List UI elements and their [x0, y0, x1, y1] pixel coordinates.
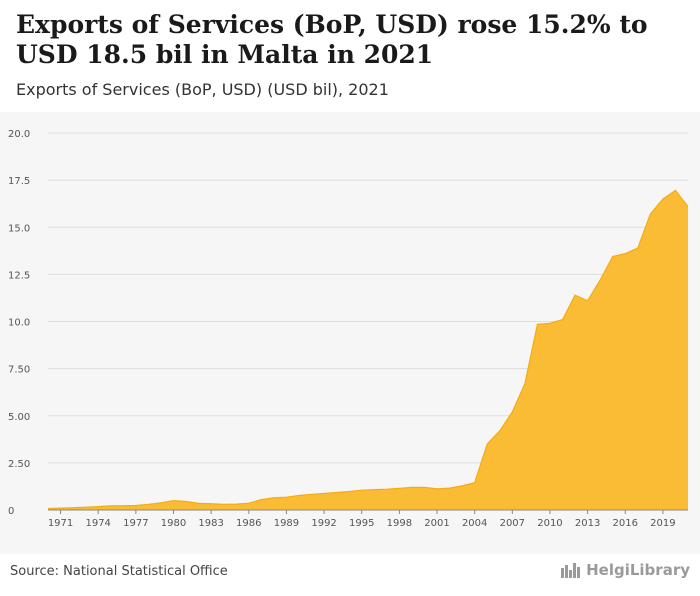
x-tick-label: 1980 [161, 518, 186, 529]
data-point [261, 499, 263, 501]
x-tick-label: 1983 [198, 518, 223, 529]
x-tick-label: 1974 [85, 518, 110, 529]
data-point [512, 411, 514, 413]
data-point [524, 383, 526, 385]
data-point [72, 507, 74, 509]
data-point [298, 495, 300, 497]
data-point [135, 505, 137, 507]
grid-lines [48, 132, 688, 464]
data-point [47, 508, 49, 510]
data-point [687, 206, 689, 208]
data-point [587, 300, 589, 302]
x-tick-label: 2010 [537, 518, 562, 529]
data-point [323, 493, 325, 495]
chart-header: Exports of Services (BoP, USD) rose 15.2… [0, 0, 700, 112]
data-point [311, 494, 313, 496]
data-point [436, 488, 438, 490]
x-tick-label: 1986 [236, 518, 261, 529]
series-area-group [47, 189, 689, 510]
data-point [474, 482, 476, 484]
x-tick-label: 1995 [349, 518, 374, 529]
y-tick-label: 15.0 [8, 223, 30, 234]
data-point [173, 500, 175, 502]
data-point [499, 430, 501, 432]
data-point [424, 487, 426, 489]
data-point [210, 503, 212, 505]
data-point [486, 443, 488, 445]
data-point [637, 247, 639, 249]
data-point [85, 506, 87, 508]
data-point [286, 496, 288, 498]
x-tick-label: 2004 [462, 518, 487, 529]
data-point [248, 502, 250, 504]
chart-title: Exports of Services (BoP, USD) rose 15.2… [16, 10, 648, 69]
logo-text: HelgiLibrary [586, 561, 690, 579]
data-point [122, 505, 124, 507]
source-note: Source: National Statistical Office [10, 564, 228, 579]
data-point [399, 488, 401, 490]
data-point [461, 485, 463, 487]
data-point [675, 190, 677, 192]
data-point [549, 323, 551, 325]
axis-group: 0 2.50 5.00 7.50 10.0 12.5 15.0 17.5 20.0 1971 197… [8, 129, 688, 529]
area-chart: 0 2.50 5.00 7.50 10.0 12.5 15.0 17.5 20.0 1971 197… [8, 129, 689, 529]
data-point [336, 492, 338, 494]
y-tick-label: 2.50 [8, 459, 30, 470]
data-point [160, 502, 162, 504]
skyline-icon [561, 563, 581, 578]
y-tick-label: 7.50 [8, 365, 30, 376]
x-tick-label: 2019 [650, 518, 675, 529]
x-tick-label: 1992 [311, 518, 336, 529]
data-point [60, 507, 62, 509]
data-point [599, 279, 601, 281]
data-point [373, 489, 375, 491]
data-point [650, 213, 652, 215]
y-tick-label: 10.0 [8, 318, 30, 329]
y-tick-label: 0 [8, 506, 14, 517]
data-point [361, 489, 363, 491]
data-point [562, 319, 564, 321]
x-tick-label: 2007 [500, 518, 525, 529]
x-tick-label: 1971 [48, 518, 73, 529]
helgilibrary-logo[interactable]: HelgiLibrary [560, 561, 690, 579]
data-point [386, 488, 388, 490]
data-point [348, 491, 350, 493]
x-tick-label: 2016 [613, 518, 638, 529]
data-point [411, 487, 413, 489]
data-point [574, 294, 576, 296]
x-tick-label: 2001 [424, 518, 449, 529]
data-point [235, 503, 237, 505]
y-tick-label: 17.5 [8, 176, 30, 187]
y-tick-label: 5.00 [8, 412, 30, 423]
data-point [185, 501, 187, 503]
data-point [449, 487, 451, 489]
y-tick-label: 20.0 [8, 129, 30, 140]
data-point [624, 253, 626, 255]
data-point [223, 504, 225, 506]
data-point [537, 324, 539, 326]
data-point [148, 504, 150, 506]
data-point [612, 256, 614, 258]
data-point [198, 503, 200, 505]
x-tick-label: 1998 [387, 518, 412, 529]
y-tick-label: 12.5 [8, 270, 30, 281]
data-point [97, 506, 99, 508]
series-area [48, 190, 688, 510]
data-point [273, 497, 275, 499]
x-tick-label: 1989 [274, 518, 299, 529]
series-line [47, 189, 689, 510]
x-tick-label: 1977 [123, 518, 148, 529]
chart-subtitle: Exports of Services (BoP, USD) (USD bil)… [16, 80, 389, 99]
data-point [662, 198, 664, 200]
data-point [110, 505, 112, 507]
x-tick-label: 2013 [575, 518, 600, 529]
